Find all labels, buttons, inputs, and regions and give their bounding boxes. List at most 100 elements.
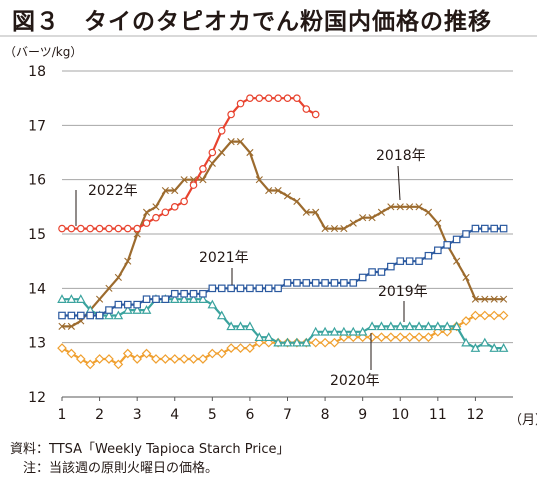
data-point-2019	[207, 348, 218, 359]
x-tick-label: 7	[283, 407, 292, 423]
source-note: 資料：TTSA「Weekly Tapioca Starch Price」	[10, 442, 290, 457]
data-point-2018	[368, 214, 376, 222]
data-point-2018	[236, 138, 245, 146]
data-point-2021	[170, 289, 179, 298]
data-point-2022	[246, 94, 254, 102]
data-point-2019	[386, 332, 396, 343]
data-point-2018	[283, 192, 292, 200]
data-point-2021	[123, 300, 132, 309]
data-point-2021	[471, 224, 480, 233]
data-point-2020	[263, 332, 274, 342]
data-point-2020	[254, 332, 265, 342]
data-point-2021	[434, 246, 442, 255]
data-point-2018	[274, 186, 282, 195]
data-point-2021	[368, 268, 376, 276]
data-point-2022	[274, 94, 282, 102]
data-point-2020	[235, 321, 246, 331]
data-point-2022	[105, 224, 113, 233]
data-point-2020	[339, 326, 349, 336]
data-point-2018	[199, 176, 207, 184]
chart-title: 図３ タイのタピオカでん粉国内価格の推移	[12, 9, 492, 35]
data-point-2021	[105, 306, 113, 314]
data-point-2020	[367, 321, 377, 331]
x-tick-label: 3	[133, 407, 142, 423]
data-point-2019	[235, 343, 246, 353]
data-point-2022	[95, 224, 104, 233]
data-point-2018	[500, 295, 508, 303]
x-tick-label: 4	[170, 407, 179, 423]
x-tick-label: 9	[358, 407, 367, 423]
data-point-2018	[171, 186, 179, 195]
series-label-2018: 2018年	[376, 148, 426, 164]
data-point-2019	[169, 354, 180, 364]
data-point-2020	[451, 321, 462, 331]
data-point-2020	[207, 299, 218, 309]
data-point-2021	[387, 262, 395, 271]
data-point-2022	[114, 224, 123, 233]
data-point-2018	[302, 208, 310, 216]
data-point-2020	[198, 294, 208, 303]
data-point-2022	[189, 181, 198, 189]
data-point-2018	[227, 138, 235, 146]
data-point-2018	[349, 219, 357, 227]
data-point-2020	[104, 310, 114, 320]
data-point-2018	[152, 203, 160, 211]
data-point-2021	[114, 300, 123, 309]
data-point-2018	[434, 219, 442, 227]
data-point-2021	[340, 279, 348, 287]
data-point-2022	[236, 99, 245, 108]
data-point-2020	[498, 343, 509, 352]
data-point-2021	[152, 295, 160, 304]
x-tick-label: 1	[58, 407, 67, 423]
data-point-2020	[188, 294, 199, 303]
data-point-2021	[415, 257, 423, 265]
data-point-2021	[405, 257, 414, 265]
data-point-2019	[94, 354, 105, 364]
data-point-2022	[142, 219, 151, 227]
data-point-2020	[216, 310, 227, 320]
data-point-2018	[255, 176, 263, 184]
data-point-2020	[461, 337, 471, 347]
data-point-2020	[310, 326, 321, 336]
data-point-2021	[199, 289, 207, 298]
data-point-2019	[479, 310, 490, 321]
data-point-2021	[217, 284, 226, 293]
data-point-2021	[264, 284, 273, 293]
data-point-2020	[386, 321, 396, 331]
data-point-2022	[217, 126, 226, 135]
data-point-2018	[462, 273, 470, 282]
data-point-2018	[180, 176, 188, 184]
data-point-2020	[282, 337, 293, 347]
data-point-2019	[404, 332, 415, 343]
data-point-2022	[264, 94, 273, 102]
data-point-2020	[480, 337, 490, 347]
data-point-2022	[67, 224, 76, 233]
data-point-2020	[113, 310, 124, 320]
data-point-2020	[292, 337, 302, 347]
data-point-2019	[160, 354, 171, 364]
data-point-2022	[86, 224, 94, 233]
data-point-2021	[58, 311, 66, 320]
data-point-2022	[123, 224, 132, 233]
data-point-2019	[310, 337, 321, 348]
data-point-2021	[443, 241, 452, 249]
data-point-2018	[490, 295, 498, 303]
data-point-2020	[122, 305, 133, 314]
x-tick-label: 8	[321, 407, 330, 423]
data-point-2019	[188, 354, 199, 364]
data-point-2019	[75, 354, 86, 364]
data-point-2021	[452, 235, 461, 244]
y-tick-label: 13	[28, 336, 46, 352]
data-point-2020	[57, 294, 67, 303]
data-point-2021	[358, 273, 367, 282]
data-point-2021	[274, 284, 282, 293]
data-point-2020	[442, 321, 453, 331]
data-point-2019	[179, 354, 189, 364]
data-point-2019	[414, 332, 424, 343]
data-point-2019	[216, 348, 227, 359]
data-point-2019	[376, 332, 387, 343]
data-point-2020	[414, 321, 424, 331]
data-point-2019	[122, 348, 133, 359]
data-point-2019	[141, 348, 152, 359]
